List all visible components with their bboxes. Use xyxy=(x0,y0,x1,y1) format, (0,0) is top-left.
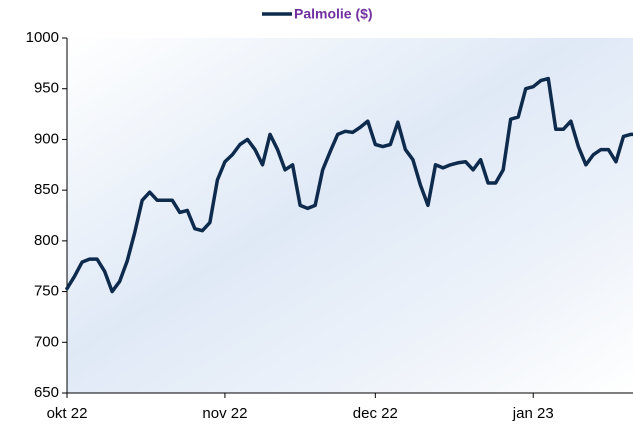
x-tick-label: dec 22 xyxy=(353,405,398,422)
y-tick-label: 900 xyxy=(34,130,59,147)
x-tick-label: nov 22 xyxy=(202,405,247,422)
data-line xyxy=(65,76,633,294)
y-tick-label: 650 xyxy=(34,384,59,401)
y-tick-label: 950 xyxy=(34,80,59,97)
plot-background xyxy=(67,38,633,393)
y-tick-label: 700 xyxy=(34,333,59,350)
legend-label: Palmolie ($) xyxy=(294,6,373,22)
y-tick-label: 750 xyxy=(34,283,59,300)
y-tick-label: 1000 xyxy=(26,29,59,46)
legend: Palmolie ($) xyxy=(262,6,373,22)
y-tick-label: 800 xyxy=(34,232,59,249)
y-tick-label: 850 xyxy=(34,181,59,198)
x-tick-label: okt 22 xyxy=(47,405,88,422)
x-tick-label: jan 23 xyxy=(512,405,554,422)
